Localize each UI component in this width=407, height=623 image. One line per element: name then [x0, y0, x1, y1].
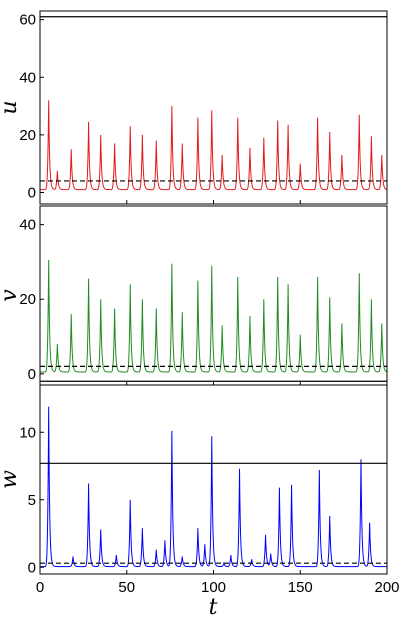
- y-axis-label-w: w: [0, 470, 22, 489]
- x-tick-label: 100: [201, 579, 226, 596]
- panel-u: 0 20 40 60 u: [0, 10, 388, 205]
- y-tick-label-v: 20: [19, 291, 36, 308]
- y-tick-label-v: 40: [19, 217, 36, 234]
- series-line-w: [40, 406, 387, 568]
- y-tick-label-u: 60: [19, 12, 36, 29]
- x-tick-label: 200: [374, 579, 399, 596]
- panels: 0 20 40 60 u 0 20 40 v 0 5 10 w 0 50 100 150 200: [0, 10, 400, 596]
- y-tick-label-v: 0: [28, 366, 36, 383]
- y-tick-label-w: 10: [19, 424, 36, 441]
- x-tick-label: 0: [36, 579, 44, 596]
- y-tick-label-u: 0: [28, 184, 36, 201]
- x-tick-label: 150: [288, 579, 313, 596]
- x-axis-label: t: [209, 595, 218, 620]
- y-axis-label-v: v: [0, 289, 22, 302]
- y-tick-label-u: 20: [19, 127, 36, 144]
- y-tick-label-w: 0: [28, 559, 36, 576]
- x-tick-label: 50: [118, 579, 135, 596]
- series-line-v: [40, 260, 387, 373]
- panel-w: 0 5 10 w 0 50 100 150 200: [0, 384, 400, 596]
- y-axis-label-u: u: [0, 100, 22, 114]
- y-tick-label-w: 5: [28, 492, 36, 509]
- panel-v: 0 20 40 v: [0, 205, 388, 386]
- series-line-u: [40, 100, 387, 191]
- y-tick-label-u: 40: [19, 69, 36, 86]
